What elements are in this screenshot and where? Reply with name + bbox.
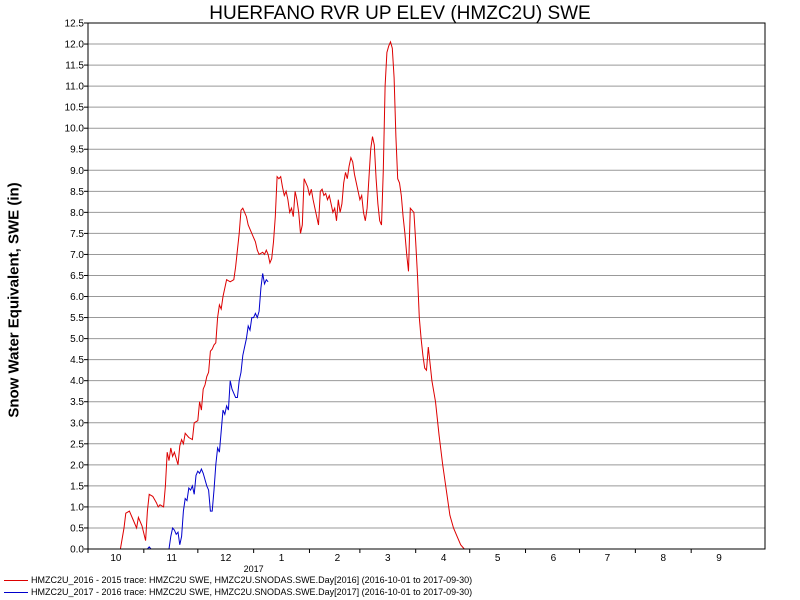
plot-frame xyxy=(87,22,766,550)
y-tick-label: 0.5 xyxy=(70,523,84,534)
legend-line-2017 xyxy=(4,592,28,594)
y-tick-label: 6.5 xyxy=(70,271,84,282)
legend-line-2016 xyxy=(4,580,28,582)
x-tick-label: 5 xyxy=(495,553,501,564)
y-tick-label: 6.0 xyxy=(70,292,84,303)
y-tick-label: 11.5 xyxy=(65,61,84,72)
y-tick-label: 9.5 xyxy=(70,145,84,156)
x-tick-label: 1 xyxy=(279,553,285,564)
x-tick-label: 2 xyxy=(335,553,341,564)
y-tick-label: 1.0 xyxy=(70,502,84,513)
x-tick-label: 12 xyxy=(220,553,232,564)
y-tick-label: 3.0 xyxy=(70,418,84,429)
y-tick-label: 3.5 xyxy=(70,397,84,408)
legend-label-2017: HMZC2U_2017 - 2016 trace: HMZC2U SWE, HM… xyxy=(31,587,473,597)
x-tick-label: 10 xyxy=(110,553,122,564)
axis-ticks: 0.0 0.5 1.0 1.5 2.0 2.5 3.0 3.5 4.0 4.5 5.0 5.5 6.0 6… xyxy=(65,19,723,575)
x-tick-label: 11 xyxy=(167,553,178,564)
x-tick-label: 3 xyxy=(385,553,391,564)
series-line-1 xyxy=(147,273,269,550)
chart-title: HUERFANO RVR UP ELEV (HMZC2U) SWE xyxy=(209,3,591,24)
y-tick-label: 1.5 xyxy=(70,481,84,492)
y-tick-label: 8.5 xyxy=(70,187,84,198)
y-tick-label: 2.0 xyxy=(70,460,84,471)
y-tick-label: 0.0 xyxy=(70,545,84,556)
x-year-label: 2017 xyxy=(244,564,264,574)
y-tick-label: 9.0 xyxy=(70,166,84,177)
y-tick-label: 7.0 xyxy=(70,250,84,261)
y-tick-label: 7.5 xyxy=(70,229,84,240)
y-tick-label: 10.0 xyxy=(65,124,85,135)
x-tick-label: 7 xyxy=(605,553,611,564)
y-tick-label: 4.0 xyxy=(70,376,84,387)
y-tick-label: 5.5 xyxy=(70,313,84,324)
x-tick-label: 9 xyxy=(716,553,722,564)
y-tick-label: 2.5 xyxy=(70,439,84,450)
series-layer xyxy=(119,40,465,550)
x-tick-label: 8 xyxy=(660,553,666,564)
y-tick-label: 12.0 xyxy=(65,40,85,51)
y-tick-label: 10.5 xyxy=(65,103,85,114)
legend-item-2016: HMZC2U_2016 - 2015 trace: HMZC2U SWE, HM… xyxy=(4,575,472,587)
y-tick-label: 12.5 xyxy=(65,19,85,30)
series-line-0 xyxy=(119,40,465,550)
legend-item-2017: HMZC2U_2017 - 2016 trace: HMZC2U SWE, HM… xyxy=(4,587,472,599)
y-tick-label: 4.5 xyxy=(70,355,84,366)
y-tick-label: 5.0 xyxy=(70,334,84,345)
y-tick-label: 11.0 xyxy=(65,82,84,93)
y-tick-label: 8.0 xyxy=(70,208,84,219)
gridlines xyxy=(88,22,765,550)
x-tick-label: 4 xyxy=(441,553,447,564)
x-tick-label: 6 xyxy=(551,553,557,564)
legend-label-2016: HMZC2U_2016 - 2015 trace: HMZC2U SWE, HM… xyxy=(31,575,473,585)
